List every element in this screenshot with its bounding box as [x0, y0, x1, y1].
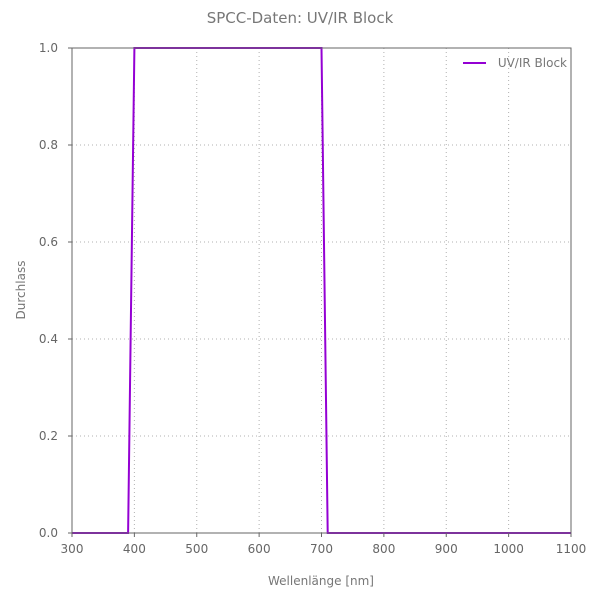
- x-tick-label: 1000: [493, 542, 524, 556]
- y-axis-label: Durchlass: [14, 261, 28, 320]
- grid: [72, 48, 571, 533]
- y-tick-label: 0.2: [39, 429, 58, 443]
- x-tick-label: 900: [435, 542, 458, 556]
- x-tick-label: 500: [185, 542, 208, 556]
- ticks: 300 400 500 600 700 800 900 1000 1100 0.0 0.2 0.4 0.…: [39, 41, 586, 556]
- y-tick-label: 0.8: [39, 138, 58, 152]
- legend: UV/IR Block: [463, 56, 567, 70]
- chart-title: SPCC-Daten: UV/IR Block: [207, 9, 394, 27]
- y-tick-label: 1.0: [39, 41, 58, 55]
- x-tick-label: 800: [372, 542, 395, 556]
- y-tick-label: 0.4: [39, 332, 58, 346]
- y-tick-label: 0.0: [39, 526, 58, 540]
- legend-label: UV/IR Block: [498, 56, 567, 70]
- x-tick-label: 600: [248, 542, 271, 556]
- x-axis-label: Wellenlänge [nm]: [268, 574, 374, 588]
- x-tick-label: 1100: [556, 542, 587, 556]
- x-tick-label: 300: [61, 542, 84, 556]
- x-tick-label: 400: [123, 542, 146, 556]
- y-tick-label: 0.6: [39, 235, 58, 249]
- x-tick-label: 700: [310, 542, 333, 556]
